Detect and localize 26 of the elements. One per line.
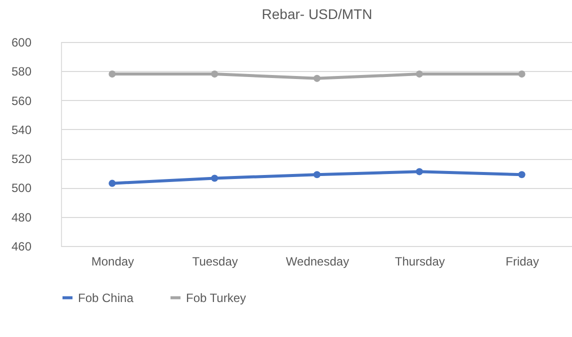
x-tick-label: Tuesday	[192, 254, 238, 268]
y-tick-label: 460	[11, 240, 32, 254]
point	[313, 74, 321, 82]
y-tick-label: 540	[11, 122, 32, 137]
point	[211, 70, 218, 78]
x-tick-label: Thursday	[394, 254, 445, 268]
x-tick-label: Wednesday	[286, 254, 350, 268]
point	[108, 180, 116, 187]
x-tick-label: Friday	[506, 254, 539, 268]
legend-label: Fob China	[78, 290, 134, 305]
point	[416, 70, 423, 78]
y-tick-label: 580	[11, 64, 32, 79]
y-tick-label: 560	[11, 94, 32, 108]
point	[416, 168, 423, 176]
y-tick-label: 520	[11, 152, 32, 166]
x-tick-label: Monday	[91, 254, 134, 268]
y-tick-label: 480	[11, 210, 32, 224]
point	[313, 171, 321, 178]
y-tick-label: 600	[11, 36, 32, 50]
point	[518, 171, 526, 178]
legend-label: Fob Turkey	[186, 290, 246, 305]
point	[518, 70, 526, 78]
y-tick-label: 500	[11, 181, 32, 196]
point	[211, 174, 218, 182]
point	[108, 70, 116, 78]
chart-title: Rebar- USD/MTN	[262, 6, 372, 22]
